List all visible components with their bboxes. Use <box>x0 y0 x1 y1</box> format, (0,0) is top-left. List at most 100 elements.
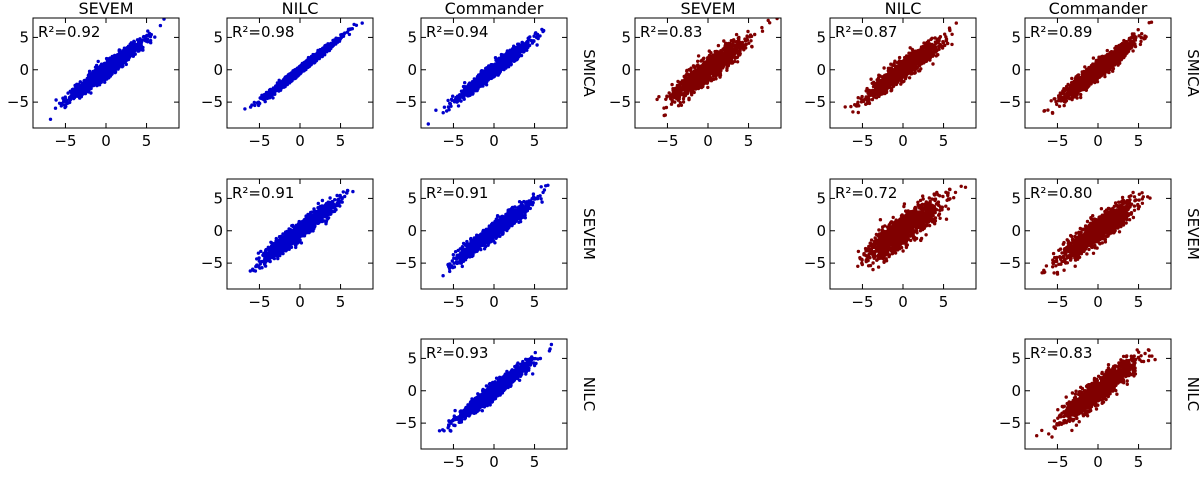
column-title: NILC <box>282 0 319 18</box>
data-point <box>256 101 259 104</box>
data-point <box>532 40 535 43</box>
data-point <box>92 83 95 86</box>
data-point <box>521 41 524 44</box>
x-tick-label: 0 <box>295 132 305 150</box>
data-point <box>317 53 320 56</box>
x-tick-label: −5 <box>248 132 270 150</box>
y-tick-label: 0 <box>213 61 223 79</box>
data-point <box>96 73 99 76</box>
y-tick-label: 0 <box>407 61 417 79</box>
data-point <box>507 53 510 56</box>
x-tick-label: 0 <box>101 132 111 150</box>
data-point <box>94 66 97 69</box>
data-point <box>315 57 318 60</box>
x-tick-label: −5 <box>54 132 76 150</box>
data-point <box>128 47 131 50</box>
data-point <box>303 63 306 66</box>
data-point <box>146 34 149 37</box>
data-point <box>130 43 133 46</box>
data-point <box>49 118 52 121</box>
data-point <box>494 59 497 62</box>
data-point <box>97 60 100 63</box>
data-point <box>88 70 91 73</box>
column-title: SEVEM <box>78 0 133 18</box>
data-point <box>450 99 453 102</box>
data-point <box>465 94 468 97</box>
data-point <box>272 87 275 90</box>
data-point <box>136 38 139 41</box>
y-tick-label: 0 <box>19 61 29 79</box>
data-point <box>153 35 156 38</box>
data-point <box>254 265 257 268</box>
data-point <box>109 72 112 75</box>
data-point <box>128 55 131 58</box>
data-point <box>361 21 364 24</box>
data-point <box>243 107 246 110</box>
data-point <box>64 105 67 108</box>
data-point <box>515 46 518 49</box>
data-point <box>121 51 124 54</box>
data-point <box>77 88 80 91</box>
data-point <box>297 70 300 73</box>
data-point <box>111 55 114 58</box>
data-point <box>100 71 103 74</box>
data-point <box>281 83 284 86</box>
r2-annotation: R²=0.98 <box>232 23 294 41</box>
data-point <box>133 52 136 55</box>
data-point <box>463 81 466 84</box>
data-point <box>65 99 68 102</box>
data-point <box>306 65 309 68</box>
data-point <box>269 260 272 263</box>
data-point <box>60 102 63 105</box>
data-point <box>282 78 285 81</box>
data-point <box>89 91 92 94</box>
data-point <box>520 54 523 57</box>
data-point <box>326 45 329 48</box>
data-point <box>482 71 485 74</box>
data-point <box>459 95 462 98</box>
data-point <box>292 75 295 78</box>
data-point <box>110 64 113 67</box>
data-point <box>355 24 358 27</box>
data-point <box>351 27 354 30</box>
data-point <box>106 59 109 62</box>
y-tick-label: 5 <box>19 28 29 46</box>
data-point <box>78 94 81 97</box>
data-point <box>83 86 86 89</box>
y-tick-label: 5 <box>407 28 417 46</box>
data-point <box>535 43 538 46</box>
data-point <box>253 104 256 107</box>
data-point <box>141 46 144 49</box>
point-cloud <box>427 28 546 126</box>
data-point <box>102 66 105 69</box>
data-point <box>446 99 449 102</box>
data-point <box>527 36 530 39</box>
data-point <box>540 28 543 31</box>
data-point <box>489 65 492 68</box>
data-point <box>262 96 265 99</box>
data-point <box>138 48 141 51</box>
data-point <box>98 79 101 82</box>
data-point <box>463 87 466 90</box>
data-point <box>442 111 445 114</box>
data-point <box>434 109 437 112</box>
data-point <box>264 264 267 267</box>
data-point <box>472 83 475 86</box>
data-point <box>83 90 86 93</box>
data-point <box>484 78 487 81</box>
data-point <box>320 51 323 54</box>
data-point <box>326 48 329 51</box>
x-tick-label: 0 <box>489 132 499 150</box>
data-point <box>75 85 78 88</box>
data-point <box>117 56 120 59</box>
x-tick-label: 5 <box>336 132 346 150</box>
data-point <box>144 37 147 40</box>
data-point <box>348 33 351 36</box>
data-point <box>457 104 460 107</box>
data-point <box>249 105 252 108</box>
column-title: Commander <box>445 0 544 18</box>
